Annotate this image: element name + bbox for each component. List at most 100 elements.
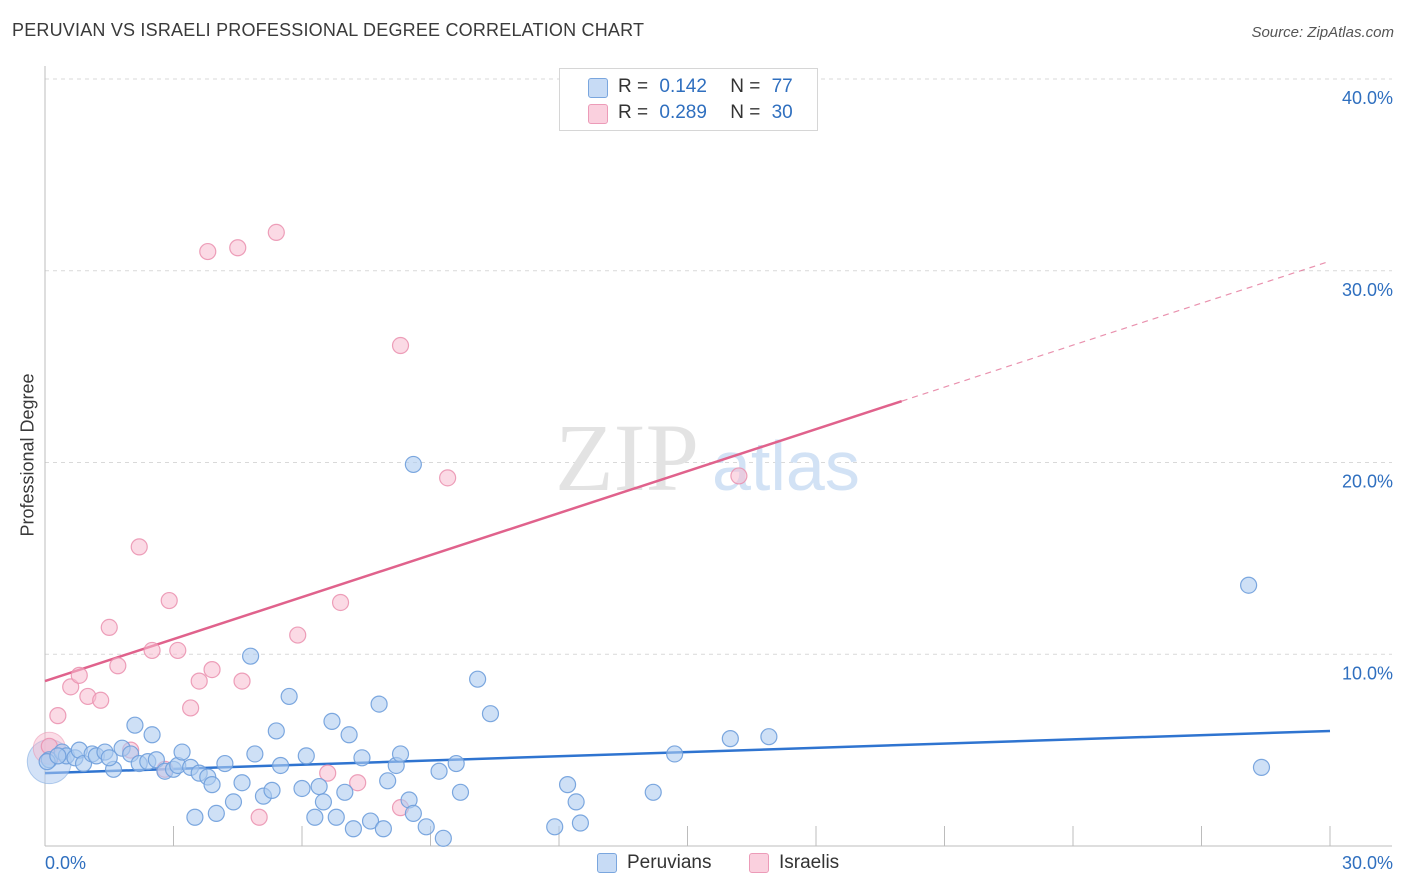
israeli-point	[143, 641, 161, 660]
peruvian-point	[293, 779, 311, 798]
israeli-point	[250, 808, 268, 826]
peruvian-point	[186, 808, 204, 826]
peruvian-point	[216, 754, 234, 773]
peruvian-point	[143, 726, 161, 744]
israeli-point	[49, 707, 67, 725]
legend-n-label: N =	[730, 76, 761, 97]
x-tick-label: 0.0%	[45, 853, 86, 873]
legend-n-label: N =	[730, 102, 761, 123]
israeli-point	[182, 699, 200, 717]
peruvian-point	[1252, 758, 1271, 776]
peruvian-point	[430, 762, 448, 780]
peruvian-point	[246, 745, 264, 763]
peruvian-point	[451, 783, 470, 801]
peruvian-point	[558, 776, 577, 794]
y-tick-label: 40.0%	[1342, 88, 1393, 108]
israeli-point	[62, 678, 80, 696]
legend-r-label: R =	[618, 102, 649, 123]
israeli-point	[203, 660, 221, 679]
peruvian-point	[233, 774, 251, 792]
peruvian-point	[49, 747, 67, 765]
peruvian-point	[447, 754, 465, 773]
peruvian-point	[271, 756, 290, 775]
israeli-point	[233, 672, 251, 690]
watermark: ZIP atlas	[555, 404, 860, 511]
peruvian-point	[469, 670, 487, 688]
bottom-swatch-peruvians	[597, 853, 617, 873]
stats-legend: R = 0.142 N = 77 R = 0.289 N = 30	[559, 68, 818, 131]
israeli-point	[199, 242, 217, 261]
israeli-point	[331, 593, 350, 612]
peruvian-point	[546, 818, 564, 836]
legend-swatch-peruvians	[588, 78, 608, 98]
legend-n-israelis: 30	[771, 102, 793, 123]
peruvian-point	[280, 687, 298, 706]
data-points	[26, 223, 1271, 847]
peruvian-point	[379, 772, 397, 790]
peruvian-point	[760, 728, 778, 746]
y-tick-label: 10.0%	[1342, 663, 1393, 683]
grid-lines	[45, 78, 1392, 655]
peruvian-point	[310, 777, 328, 796]
israeli-point	[319, 764, 337, 782]
peruvian-point	[361, 812, 380, 830]
israeli-point	[439, 469, 457, 487]
israeli-point	[229, 239, 247, 257]
trend-lines	[44, 260, 1331, 775]
israeli-point	[730, 467, 748, 485]
peruvian-point	[306, 808, 324, 826]
legend-r-label: R =	[618, 76, 649, 97]
peruvian-point	[370, 695, 388, 713]
peruvian-point	[1240, 576, 1258, 594]
israeli-point	[70, 666, 88, 684]
israeli-point	[92, 691, 110, 709]
israeli-point	[109, 657, 127, 675]
peruvian-point	[481, 705, 500, 723]
peruvian-point	[207, 804, 225, 823]
peruvian-point	[242, 647, 260, 665]
peruvian-point	[374, 820, 392, 838]
peruvian-trend-line	[44, 729, 1331, 775]
peruvian-point	[263, 781, 281, 799]
peruvian-point	[147, 751, 165, 769]
peruvian-point	[391, 745, 410, 763]
peruvian-point	[224, 793, 243, 811]
tick-labels: 10.0% 20.0% 30.0% 40.0% 0.0% 30.0%	[45, 88, 1393, 873]
legend-swatch-israelis	[588, 104, 608, 124]
source-label: Source: ZipAtlas.com	[1251, 24, 1394, 41]
peruvian-point	[340, 726, 358, 744]
peruvian-point	[417, 818, 435, 836]
israeli-trend-extension	[901, 260, 1331, 402]
x-tick-label: 30.0%	[1342, 853, 1393, 873]
peruvian-point	[344, 820, 362, 838]
bottom-label-peruvians: Peruvians	[627, 852, 712, 873]
israeli-trend-line	[44, 399, 903, 683]
peruvian-point	[571, 814, 590, 832]
israeli-point	[130, 538, 148, 556]
chart-title: PERUVIAN VS ISRAELI PROFESSIONAL DEGREE …	[12, 20, 645, 40]
israeli-point	[190, 672, 208, 690]
peruvian-point	[404, 804, 422, 823]
peruvian-point	[666, 745, 684, 763]
peruvian-point	[314, 793, 333, 811]
israeli-point	[267, 223, 285, 241]
peruvian-point	[336, 783, 354, 801]
peruvian-point	[173, 743, 191, 761]
peruvian-point	[323, 712, 341, 730]
israeli-point	[391, 336, 410, 355]
peruvian-point	[644, 783, 662, 801]
peruvian-point	[203, 776, 221, 794]
israeli-point	[349, 774, 367, 792]
peruvian-point	[297, 747, 315, 765]
watermark-zip: ZIP	[555, 404, 699, 511]
bottom-label-israelis: Israelis	[779, 852, 840, 873]
y-tick-label: 30.0%	[1342, 280, 1393, 300]
israeli-point	[289, 626, 307, 644]
peruvian-point	[126, 716, 144, 734]
peruvian-point	[100, 749, 118, 767]
y-axis-label: Professional Degree	[17, 373, 38, 537]
peruvian-point	[353, 749, 371, 767]
legend-r-peruvians: 0.142	[659, 76, 707, 97]
israeli-point	[160, 591, 178, 610]
